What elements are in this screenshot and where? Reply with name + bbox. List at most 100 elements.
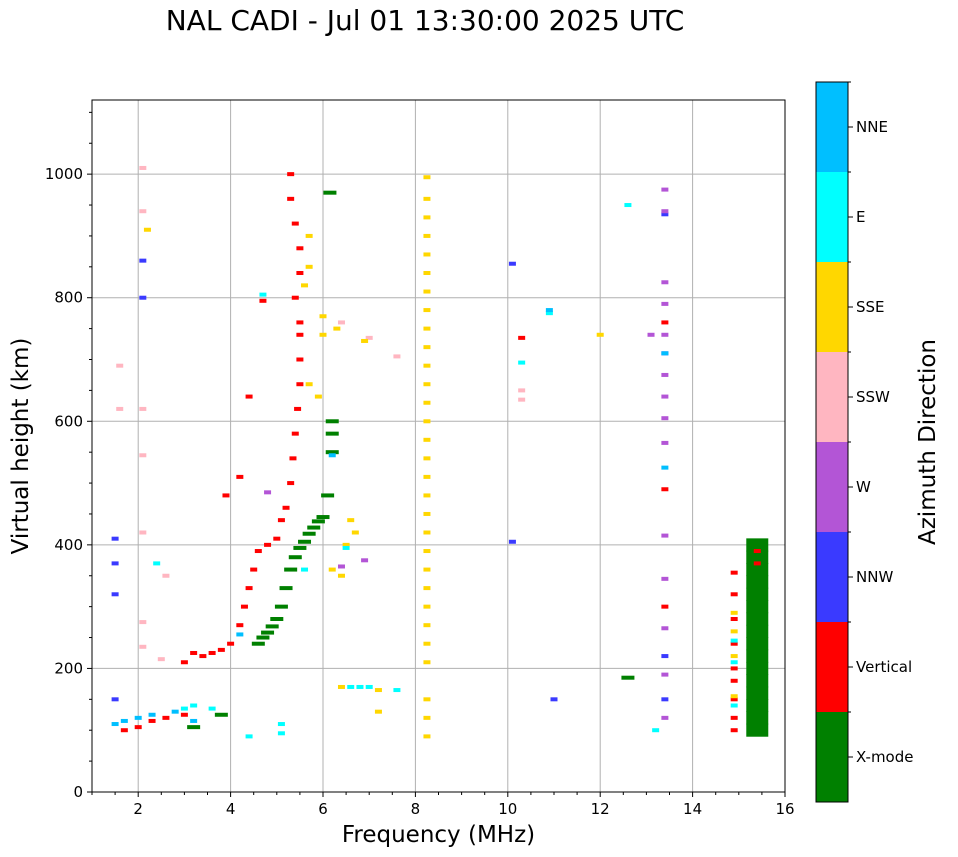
data-point-vertical xyxy=(287,196,295,201)
data-point-vertical xyxy=(273,536,281,541)
data-point-vertical xyxy=(190,650,198,655)
data-point-x-mode xyxy=(746,699,769,712)
data-point-ssw xyxy=(116,363,124,368)
colorbar-tick-label: X-mode xyxy=(856,748,913,766)
data-point-vertical xyxy=(730,641,738,646)
y-tick-label: 0 xyxy=(73,783,83,801)
colorbar-segment xyxy=(816,172,848,262)
data-point-vertical xyxy=(294,406,302,411)
data-point-x-mode xyxy=(323,190,337,195)
data-point-w xyxy=(337,564,345,569)
data-point-x-mode xyxy=(746,600,769,614)
data-point-ssw xyxy=(139,620,147,625)
data-point-vertical xyxy=(245,394,253,399)
data-point-ssw xyxy=(139,530,147,535)
data-point-nnw xyxy=(111,536,119,541)
data-point-sse xyxy=(333,326,341,331)
data-point-vertical xyxy=(236,623,244,628)
data-point-sse xyxy=(596,332,604,337)
data-point-x-mode xyxy=(621,675,635,680)
data-point-ssw xyxy=(139,165,147,170)
data-point-vertical xyxy=(180,660,188,665)
data-point-sse xyxy=(423,604,431,609)
data-point-nne xyxy=(171,709,179,714)
data-point-nnw xyxy=(550,697,558,702)
data-point-x-mode xyxy=(187,725,201,730)
data-point-vertical xyxy=(730,617,738,621)
data-point-nne xyxy=(134,715,142,720)
data-point-x-mode xyxy=(279,586,293,591)
data-point-vertical xyxy=(120,728,128,733)
colorbar-tick-label: NNE xyxy=(856,118,888,136)
data-point-sse xyxy=(374,709,382,714)
data-point-nne xyxy=(545,308,553,313)
data-point-vertical xyxy=(208,650,216,655)
data-point-sse xyxy=(301,283,309,288)
data-point-nnw xyxy=(661,212,669,217)
data-point-vertical xyxy=(730,697,738,702)
colorbar-segment xyxy=(816,352,848,442)
colorbar-tick-label: E xyxy=(856,208,865,226)
data-point-ssw xyxy=(393,354,401,359)
data-point-nne xyxy=(120,718,128,723)
y-tick-label: 200 xyxy=(54,659,83,677)
y-tick-label: 800 xyxy=(54,289,83,307)
data-point-nne xyxy=(148,712,156,717)
data-point-vertical xyxy=(296,271,304,275)
data-point-sse xyxy=(423,493,431,498)
data-point-e xyxy=(730,638,738,643)
data-point-sse xyxy=(423,196,431,201)
x-tick-label: 8 xyxy=(411,800,421,818)
data-point-sse xyxy=(423,175,431,180)
data-point-e xyxy=(301,567,309,572)
data-point-e xyxy=(245,734,253,739)
data-point-sse xyxy=(423,437,431,442)
data-point-ssw xyxy=(116,406,124,411)
data-point-nnw xyxy=(111,697,119,702)
data-point-sse xyxy=(423,215,431,220)
x-tick-label: 14 xyxy=(683,800,702,818)
data-point-sse xyxy=(423,511,431,516)
colorbar-tick-label: NNW xyxy=(856,568,893,586)
data-point-x-mode xyxy=(311,519,325,524)
data-point-e xyxy=(153,561,161,566)
data-point-e xyxy=(277,731,285,736)
data-point-w xyxy=(661,576,669,581)
data-point-x-mode xyxy=(746,612,769,626)
data-point-vertical xyxy=(259,298,267,303)
data-point-x-mode xyxy=(746,575,769,589)
data-point-w xyxy=(661,715,669,720)
data-point-vertical xyxy=(277,518,285,523)
data-point-vertical xyxy=(134,725,142,730)
data-point-sse xyxy=(730,629,738,634)
data-point-nnw xyxy=(111,592,119,597)
data-point-x-mode xyxy=(293,545,307,550)
data-point-vertical xyxy=(254,549,262,554)
data-point-w xyxy=(661,626,669,631)
data-point-vertical xyxy=(199,654,207,659)
data-point-vertical xyxy=(661,604,669,609)
data-point-sse xyxy=(305,233,313,238)
data-point-e xyxy=(180,706,188,711)
data-point-sse xyxy=(423,697,431,702)
data-point-x-mode xyxy=(298,539,312,544)
data-point-x-mode xyxy=(265,624,279,629)
data-point-sse xyxy=(423,567,431,572)
data-point-vertical xyxy=(296,332,304,337)
data-point-sse xyxy=(319,314,327,319)
data-point-x-mode xyxy=(288,555,302,560)
data-point-vertical xyxy=(296,382,304,387)
grid-layer xyxy=(92,100,786,793)
plot-frame xyxy=(91,99,786,793)
data-point-ssw xyxy=(365,335,373,340)
data-point-sse xyxy=(423,586,431,591)
data-point-sse xyxy=(423,419,431,424)
data-point-vertical xyxy=(217,647,225,652)
data-point-w xyxy=(264,490,272,495)
data-point-x-mode xyxy=(746,550,769,564)
data-point-w xyxy=(661,209,669,214)
data-point-w xyxy=(647,332,655,337)
data-point-sse xyxy=(319,332,327,337)
data-point-e xyxy=(259,292,267,297)
data-point-vertical xyxy=(730,728,738,733)
